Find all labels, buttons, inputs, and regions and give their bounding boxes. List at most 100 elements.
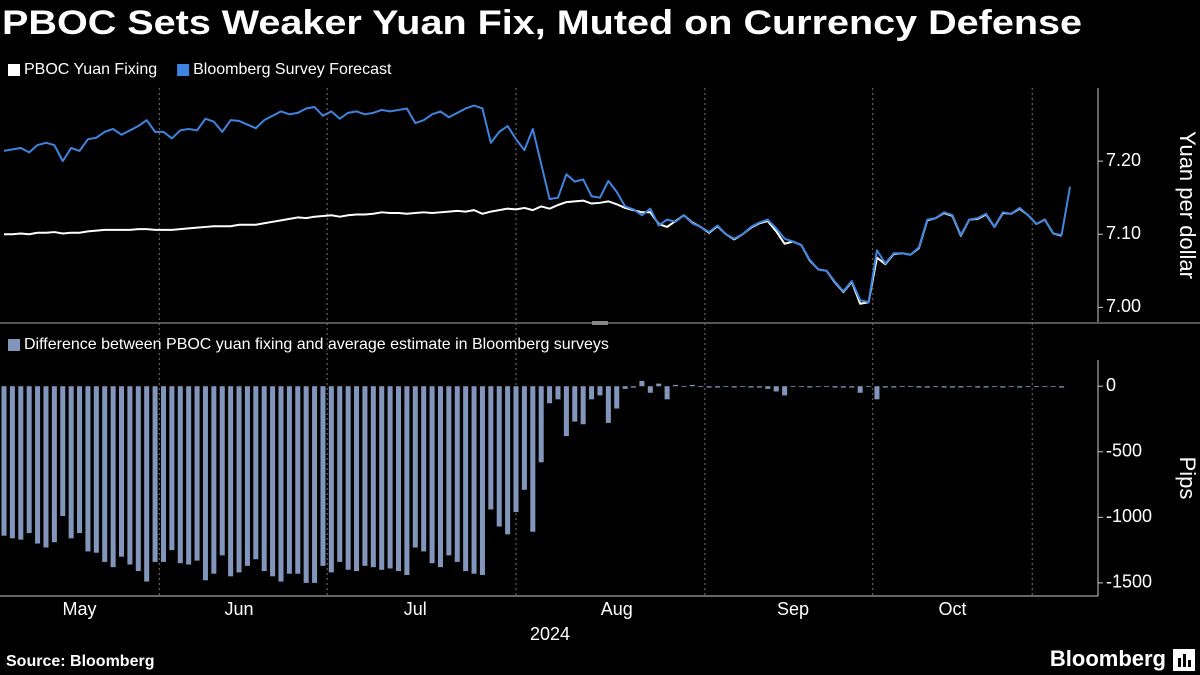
bar	[35, 386, 41, 544]
bar	[43, 386, 49, 548]
bar	[127, 386, 133, 565]
bar	[85, 386, 91, 552]
bar	[1017, 386, 1023, 388]
bar	[286, 386, 292, 574]
bar	[412, 386, 418, 548]
bar	[714, 386, 720, 388]
series-line	[3, 104, 1071, 304]
bar	[429, 386, 435, 564]
bar	[748, 386, 754, 388]
bar	[681, 386, 687, 388]
y-tick-label: -500	[1106, 441, 1142, 461]
bar	[656, 383, 662, 387]
bar	[538, 386, 544, 463]
bar	[773, 386, 779, 392]
x-tick-label: May	[63, 599, 97, 619]
bar	[949, 386, 956, 388]
logo-icon-bar	[1188, 660, 1191, 667]
bar	[261, 386, 267, 572]
bar	[404, 386, 410, 576]
logo-icon-bar	[1183, 654, 1186, 667]
bar	[144, 386, 150, 582]
bar	[236, 386, 242, 573]
source: Source: Bloomberg	[6, 653, 154, 670]
x-tick-label: Aug	[601, 599, 633, 619]
bar	[1033, 386, 1039, 388]
chart-title: PBOC Sets Weaker Yuan Fix, Muted on Curr…	[2, 4, 1082, 42]
bar	[580, 386, 586, 425]
bar	[60, 386, 66, 517]
bar	[9, 386, 15, 539]
bar	[824, 386, 830, 388]
bar	[118, 386, 125, 557]
bar	[1000, 386, 1006, 388]
y-axis-title: Pips	[1175, 457, 1200, 500]
bar	[152, 386, 158, 562]
bar	[169, 386, 175, 551]
bar	[354, 386, 360, 572]
bar	[1042, 386, 1048, 388]
bar	[614, 386, 620, 409]
bar	[765, 386, 771, 389]
bar	[102, 386, 108, 562]
legend-swatch	[177, 64, 190, 76]
y-tick-label: 7.00	[1106, 296, 1141, 316]
bar	[798, 386, 804, 388]
bar	[295, 386, 301, 574]
bar	[463, 386, 469, 572]
bar	[547, 386, 553, 404]
y-tick-label: -1500	[1106, 572, 1152, 592]
bar	[933, 386, 939, 388]
bar	[706, 386, 712, 388]
bar	[849, 386, 855, 388]
bar	[387, 386, 393, 569]
bar	[186, 386, 192, 565]
divider-handle	[592, 321, 608, 325]
bar	[202, 386, 208, 581]
bar	[160, 386, 166, 562]
bar	[345, 386, 351, 570]
y-tick-label: 0	[1106, 375, 1116, 395]
legend-swatch	[8, 64, 20, 76]
bar	[219, 386, 225, 556]
x-axis-title: 2024	[530, 624, 570, 644]
bar	[228, 386, 234, 577]
y-tick-label: 7.20	[1106, 150, 1141, 170]
bar	[328, 386, 334, 573]
bar	[270, 386, 276, 577]
bar	[135, 386, 141, 572]
bar	[521, 386, 527, 490]
bar	[110, 386, 116, 568]
bar	[589, 386, 595, 400]
bar	[731, 386, 737, 388]
bar	[899, 386, 905, 388]
bar	[941, 386, 947, 388]
bar	[891, 386, 897, 388]
bar	[505, 386, 511, 535]
bar	[840, 386, 846, 388]
bar	[958, 386, 964, 388]
bar	[312, 386, 318, 583]
bar	[488, 386, 494, 510]
bar	[597, 386, 603, 396]
bar	[211, 386, 217, 574]
bar	[421, 386, 427, 552]
bar	[631, 386, 637, 388]
bar	[975, 386, 981, 388]
bar	[93, 386, 99, 553]
bar	[479, 386, 485, 576]
bar	[471, 386, 477, 574]
x-tick-label: Oct	[938, 599, 966, 619]
bar	[790, 386, 796, 388]
bar	[782, 386, 788, 396]
bar	[672, 384, 679, 387]
bar	[496, 386, 502, 527]
bar	[874, 386, 880, 400]
bar	[379, 386, 385, 570]
bar	[337, 386, 343, 562]
bar	[1025, 386, 1031, 388]
bar	[563, 386, 569, 437]
bar	[278, 386, 284, 582]
logo-icon-bar	[1178, 658, 1181, 667]
